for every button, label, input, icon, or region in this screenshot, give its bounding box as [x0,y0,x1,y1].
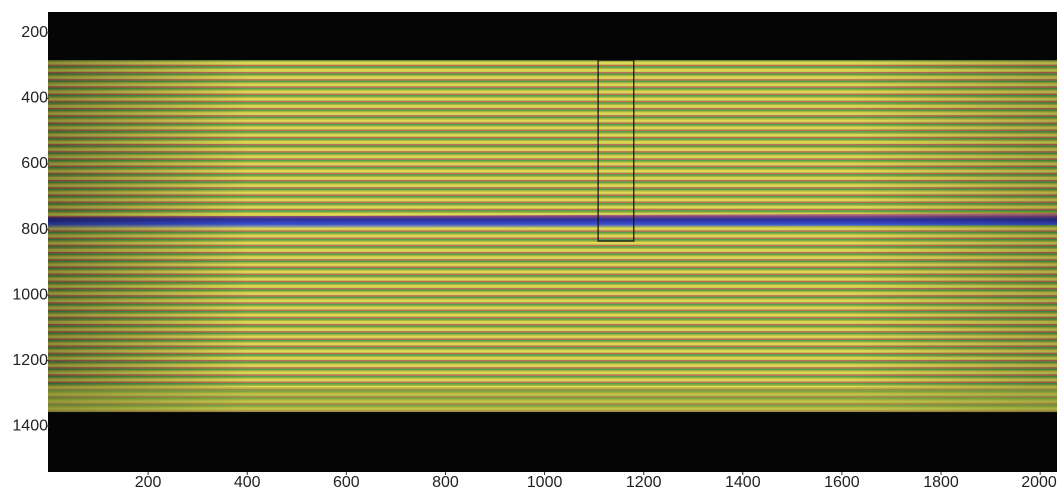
x-tick-label: 1200 [626,474,662,491]
y-tick-label: 1000 [12,286,48,303]
x-tick-label: 1400 [725,474,761,491]
x-tick-label: 600 [333,474,360,491]
x-tick-label: 1000 [527,474,563,491]
x-tick-label: 200 [135,474,162,491]
y-tick-label: 1200 [12,352,48,369]
x-tick-label: 1800 [923,474,959,491]
y-tick-label: 200 [21,24,48,41]
figure: 200 400 600 800 1000 1200 1400 200 400 600 800 1000… [0,0,1057,491]
lower-fringe-haze [48,387,1057,412]
microscope-image [48,12,1057,472]
page: 200 400 600 800 1000 1200 1400 200 400 600 800 1000… [0,0,1057,491]
y-tick-label: 800 [21,221,48,238]
x-tick-label: 400 [234,474,261,491]
vignette [48,60,1057,412]
x-tick-label: 1600 [824,474,860,491]
y-tick-label: 600 [21,155,48,172]
x-tick-label: 800 [432,474,459,491]
y-tick-label: 1400 [12,417,48,434]
x-tick-label: 2000 [1021,474,1057,491]
y-tick-label: 400 [21,90,48,107]
